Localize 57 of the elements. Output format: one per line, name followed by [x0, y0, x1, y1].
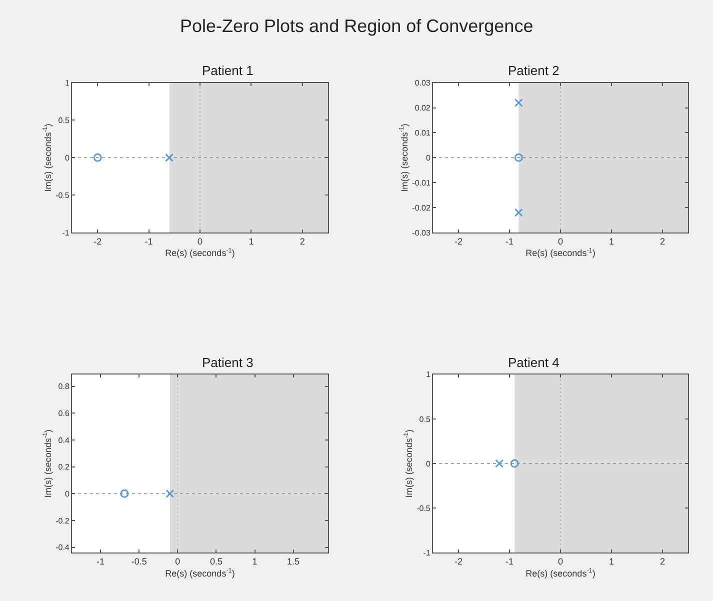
chart-title: Patient 3 — [202, 355, 254, 370]
x-tick-label: 1 — [608, 556, 614, 566]
y-tick-label: 1 — [426, 370, 431, 380]
x-tick-label: 1 — [608, 236, 614, 246]
x-tick-label: 1 — [252, 556, 258, 566]
x-tick-label: -1 — [505, 236, 514, 246]
y-tick-label: 0 — [64, 489, 70, 498]
y-tick-label: -1 — [423, 548, 431, 558]
x-tick-label: 0 — [558, 556, 564, 566]
chart-title: Patient 4 — [508, 355, 560, 370]
point — [514, 98, 523, 108]
x-tick-label: -2 — [94, 236, 102, 246]
x-axis-title: Re(s) (seconds$^{-1}$) — [526, 247, 596, 258]
x-axis-title: Re(s) (seconds$^{-1}$) — [165, 247, 235, 258]
x-tick-label: 1.5 — [287, 556, 300, 566]
y-tick-label: -0.5 — [56, 190, 70, 200]
x-tick-label: -0.5 — [131, 556, 147, 566]
y-tick-label: -0.4 — [56, 543, 70, 552]
y-tick-label: -0.01 — [412, 178, 431, 188]
y-tick-label: 0.2 — [58, 462, 70, 472]
x-tick-label: -2 — [454, 556, 463, 566]
y-tick-label: -0.02 — [412, 203, 431, 212]
chart-title: Patient 2 — [508, 63, 560, 78]
x-tick-label: 0 — [175, 556, 180, 566]
x-tick-label: -1 — [144, 236, 153, 246]
y-tick-label: 0.8 — [58, 382, 70, 392]
x-axis-title: Re(s) (seconds$^{-1}$) — [165, 567, 235, 578]
x-tick-label: 1 — [248, 236, 254, 246]
y-tick-label: 1 — [64, 78, 70, 88]
x-tick-label: -2 — [454, 236, 463, 246]
y-tick-label: -0.5 — [416, 504, 431, 513]
y-tick-label: 0.5 — [419, 414, 431, 424]
x-axis-title: Re(s) (seconds$^{-1}$) — [526, 567, 596, 578]
x-tick-label: 0 — [558, 236, 564, 246]
y-tick-label: 0.02 — [414, 104, 431, 113]
y-tick-label: -1 — [62, 228, 70, 238]
y-tick-label: 0.4 — [58, 436, 70, 445]
y-tick-label: -0.2 — [56, 516, 70, 526]
y-tick-label: -0.03 — [412, 228, 431, 238]
y-tick-label: 0 — [64, 153, 70, 162]
y-tick-label: 0 — [426, 459, 431, 468]
x-tick-label: -1 — [96, 556, 105, 566]
x-tick-label: 0.5 — [210, 556, 222, 566]
y-tick-label: 0 — [426, 153, 431, 162]
chart-title: Patient 1 — [202, 63, 254, 78]
x-tick-label: 2 — [660, 236, 666, 246]
y-tick-label: 0.03 — [414, 78, 431, 88]
x-tick-label: 0 — [197, 236, 203, 246]
point — [514, 153, 523, 162]
x-tick-label: 2 — [660, 556, 666, 566]
y-tick-label: 0.5 — [58, 116, 70, 126]
text: Pole-Zero Plots and Region of Convergence — [180, 16, 534, 36]
point — [514, 208, 523, 217]
y-tick-label: 0.01 — [414, 128, 431, 138]
y-tick-label: 0.6 — [58, 409, 70, 418]
x-tick-label: -1 — [505, 556, 514, 566]
x-tick-label: 2 — [300, 236, 305, 246]
